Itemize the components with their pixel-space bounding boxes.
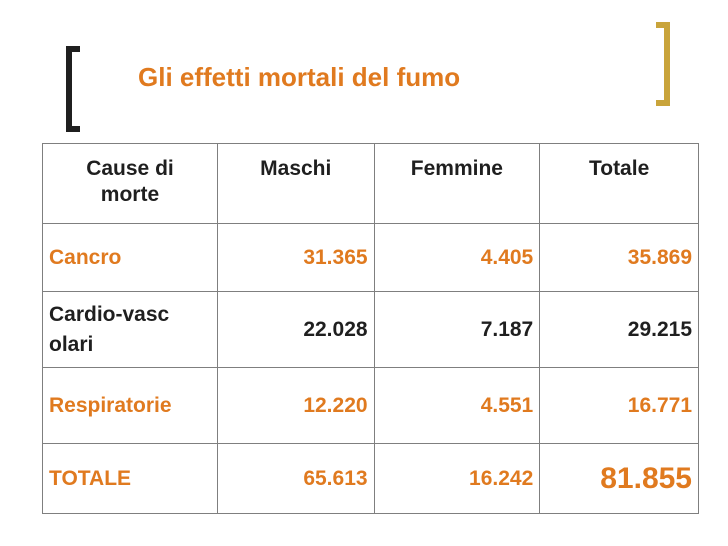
cell-femmine: 4.551 xyxy=(373,367,541,444)
row-label: Respiratorie xyxy=(42,367,218,444)
cell-maschi: 65.613 xyxy=(216,443,375,514)
row-label: Cancro xyxy=(42,223,218,292)
cell-maschi: 31.365 xyxy=(216,223,375,292)
cell-maschi: 12.220 xyxy=(216,367,375,444)
header-femmine: Femmine xyxy=(373,143,541,224)
table-row: Cardio-vascolari 22.028 7.187 29.215 xyxy=(42,291,699,368)
table-row: Respiratorie 12.220 4.551 16.771 xyxy=(42,367,699,444)
right-bracket-decoration xyxy=(656,22,670,106)
table-row-total: TOTALE 65.613 16.242 81.855 xyxy=(42,443,699,514)
cell-maschi: 22.028 xyxy=(216,291,375,368)
row-label-text: Respiratorie xyxy=(49,393,172,417)
cell-grand-total: 81.855 xyxy=(539,443,699,514)
row-label: TOTALE xyxy=(42,443,218,514)
mortality-table: Cause di morte Maschi Femmine Totale Can… xyxy=(42,143,699,514)
header-maschi: Maschi xyxy=(216,143,375,224)
left-bracket-decoration xyxy=(66,46,80,132)
cell-totale: 35.869 xyxy=(539,223,699,292)
slide-title: Gli effetti mortali del fumo xyxy=(138,62,461,92)
cell-totale: 16.771 xyxy=(539,367,699,444)
cell-totale: 29.215 xyxy=(539,291,699,368)
table-header-row: Cause di morte Maschi Femmine Totale xyxy=(42,143,699,224)
header-cause: Cause di morte xyxy=(42,143,218,224)
table-row: Cancro 31.365 4.405 35.869 xyxy=(42,223,699,292)
cell-femmine: 4.405 xyxy=(373,223,541,292)
cell-femmine: 16.242 xyxy=(373,443,541,514)
row-label: Cardio-vascolari xyxy=(42,291,218,368)
row-label-text: Cardio-vascolari xyxy=(49,302,170,356)
cell-femmine: 7.187 xyxy=(373,291,541,368)
header-totale: Totale xyxy=(539,143,699,224)
